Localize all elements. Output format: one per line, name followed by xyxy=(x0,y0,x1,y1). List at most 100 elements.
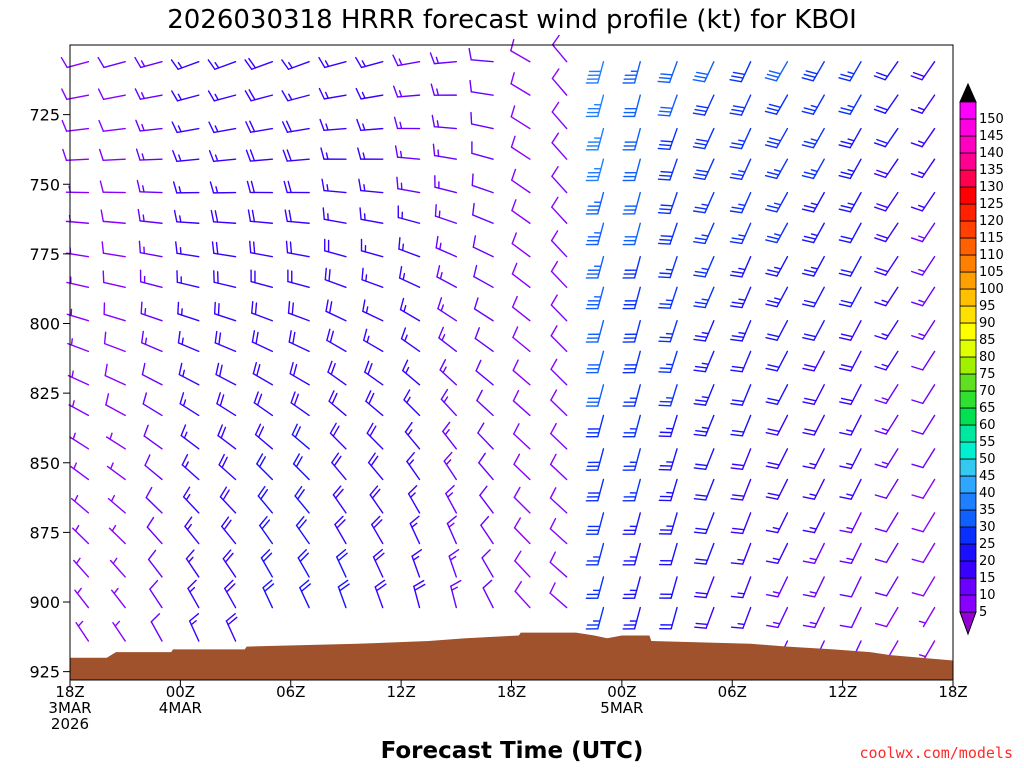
wind-barb-feather xyxy=(339,583,350,592)
wind-barb-feather xyxy=(61,88,68,100)
wind-barb-feather xyxy=(207,59,216,70)
wind-barb-feather xyxy=(911,301,924,307)
wind-barb-feather xyxy=(876,203,889,209)
wind-barb-staff xyxy=(472,246,494,258)
wind-barb-feather xyxy=(765,431,779,436)
wind-barb xyxy=(175,241,200,258)
wind-barb-half-feather xyxy=(738,267,746,271)
wind-barb-feather xyxy=(281,59,290,70)
wind-barb xyxy=(692,158,715,180)
wind-barb-feather xyxy=(840,364,854,369)
wind-barb-feather xyxy=(358,178,362,192)
wind-barb-half-feather xyxy=(737,592,745,595)
wind-barb xyxy=(355,87,384,100)
wind-barb-feather xyxy=(840,204,854,210)
wind-barb-feather xyxy=(251,330,256,343)
wind-barb-feather xyxy=(219,486,228,498)
wind-barb-half-feather xyxy=(809,526,817,530)
terrain-surface xyxy=(70,632,953,680)
wind-barb xyxy=(68,400,90,417)
wind-barb-feather xyxy=(143,424,149,437)
wind-barb xyxy=(585,61,605,84)
wind-barb-feather xyxy=(765,336,778,341)
wind-barb-staff xyxy=(511,209,531,224)
wind-barb-feather xyxy=(287,180,292,194)
wind-barb-feather xyxy=(213,301,216,315)
wind-barb xyxy=(729,191,752,214)
wind-barb xyxy=(450,579,462,609)
wind-barb xyxy=(693,255,715,278)
wind-barb xyxy=(729,61,752,83)
wind-barb xyxy=(475,359,494,386)
wind-barb-feather xyxy=(910,142,923,148)
wind-barb-feather xyxy=(838,303,852,308)
wind-barb xyxy=(219,486,237,514)
wind-barb-half-feather xyxy=(408,459,415,466)
wind-barb-staff xyxy=(550,368,568,386)
wind-barb xyxy=(107,494,126,514)
wind-barb-feather xyxy=(693,274,706,278)
wind-barb xyxy=(251,330,274,353)
wind-barb xyxy=(839,576,862,598)
wind-barb-feather xyxy=(367,452,376,464)
wind-barb-feather xyxy=(299,579,310,589)
wind-barb xyxy=(657,222,678,245)
wind-barb-staff xyxy=(102,94,126,100)
wind-barb-staff xyxy=(885,606,899,628)
wind-barb-feather xyxy=(873,142,887,148)
wind-barb-feather xyxy=(695,527,709,531)
wind-barb-half-feather xyxy=(142,185,145,193)
wind-barb-feather xyxy=(281,90,289,102)
wind-barb xyxy=(549,487,568,514)
wind-barb-staff xyxy=(103,281,126,289)
wind-barb-feather xyxy=(252,361,258,375)
x-tick-label: 18Z xyxy=(55,683,84,701)
wind-barb-half-feather xyxy=(847,169,855,173)
wind-barb xyxy=(657,94,678,117)
wind-barb-staff xyxy=(473,275,494,289)
wind-barb-feather xyxy=(98,148,104,162)
wind-barb xyxy=(765,255,789,277)
wind-barb-staff xyxy=(922,542,936,564)
colorbar-swatch xyxy=(959,458,977,477)
wind-barb-feather xyxy=(142,392,148,405)
wind-barb-half-feather xyxy=(365,306,369,314)
wind-barb-feather xyxy=(511,168,517,181)
wind-barb-staff xyxy=(514,560,531,578)
wind-barb-half-feather xyxy=(177,93,183,101)
wind-barb xyxy=(429,52,458,65)
wind-barb-feather xyxy=(366,422,374,434)
wind-barb-feather xyxy=(694,335,708,339)
wind-barb-staff xyxy=(550,239,568,258)
wind-barb-feather xyxy=(764,174,778,180)
colorbar-label: 85 xyxy=(979,333,996,348)
wind-barb-half-feather xyxy=(74,494,79,502)
wind-barb-feather xyxy=(731,270,745,274)
wind-barb-feather xyxy=(331,452,340,464)
wind-barb xyxy=(692,94,715,116)
wind-barb-feather xyxy=(731,142,744,146)
wind-barb xyxy=(551,132,568,160)
wind-barb-feather xyxy=(658,340,672,343)
wind-barb-staff xyxy=(478,462,494,481)
wind-barb-feather xyxy=(292,453,300,465)
wind-barb xyxy=(874,478,899,499)
wind-barb-feather xyxy=(371,515,381,526)
wind-barb-feather xyxy=(246,180,252,194)
wind-barb-half-feather xyxy=(324,60,330,68)
wind-barb-half-feather xyxy=(214,61,220,69)
wind-barb xyxy=(910,127,936,148)
colorbar-swatch xyxy=(959,441,977,460)
wind-barb xyxy=(765,576,789,598)
wind-barb-half-feather xyxy=(881,299,889,304)
wind-barb-feather xyxy=(766,107,780,112)
credit-text: coolwx.com/models xyxy=(859,744,1013,762)
wind-barb xyxy=(172,149,200,163)
wind-barb xyxy=(392,85,421,98)
wind-barb-half-feather xyxy=(436,120,440,128)
wind-barb xyxy=(730,448,752,470)
wind-barb xyxy=(512,389,531,417)
wind-barb xyxy=(356,118,384,132)
colorbar-under-triangle xyxy=(959,611,977,636)
wind-barb-half-feather xyxy=(182,369,186,378)
